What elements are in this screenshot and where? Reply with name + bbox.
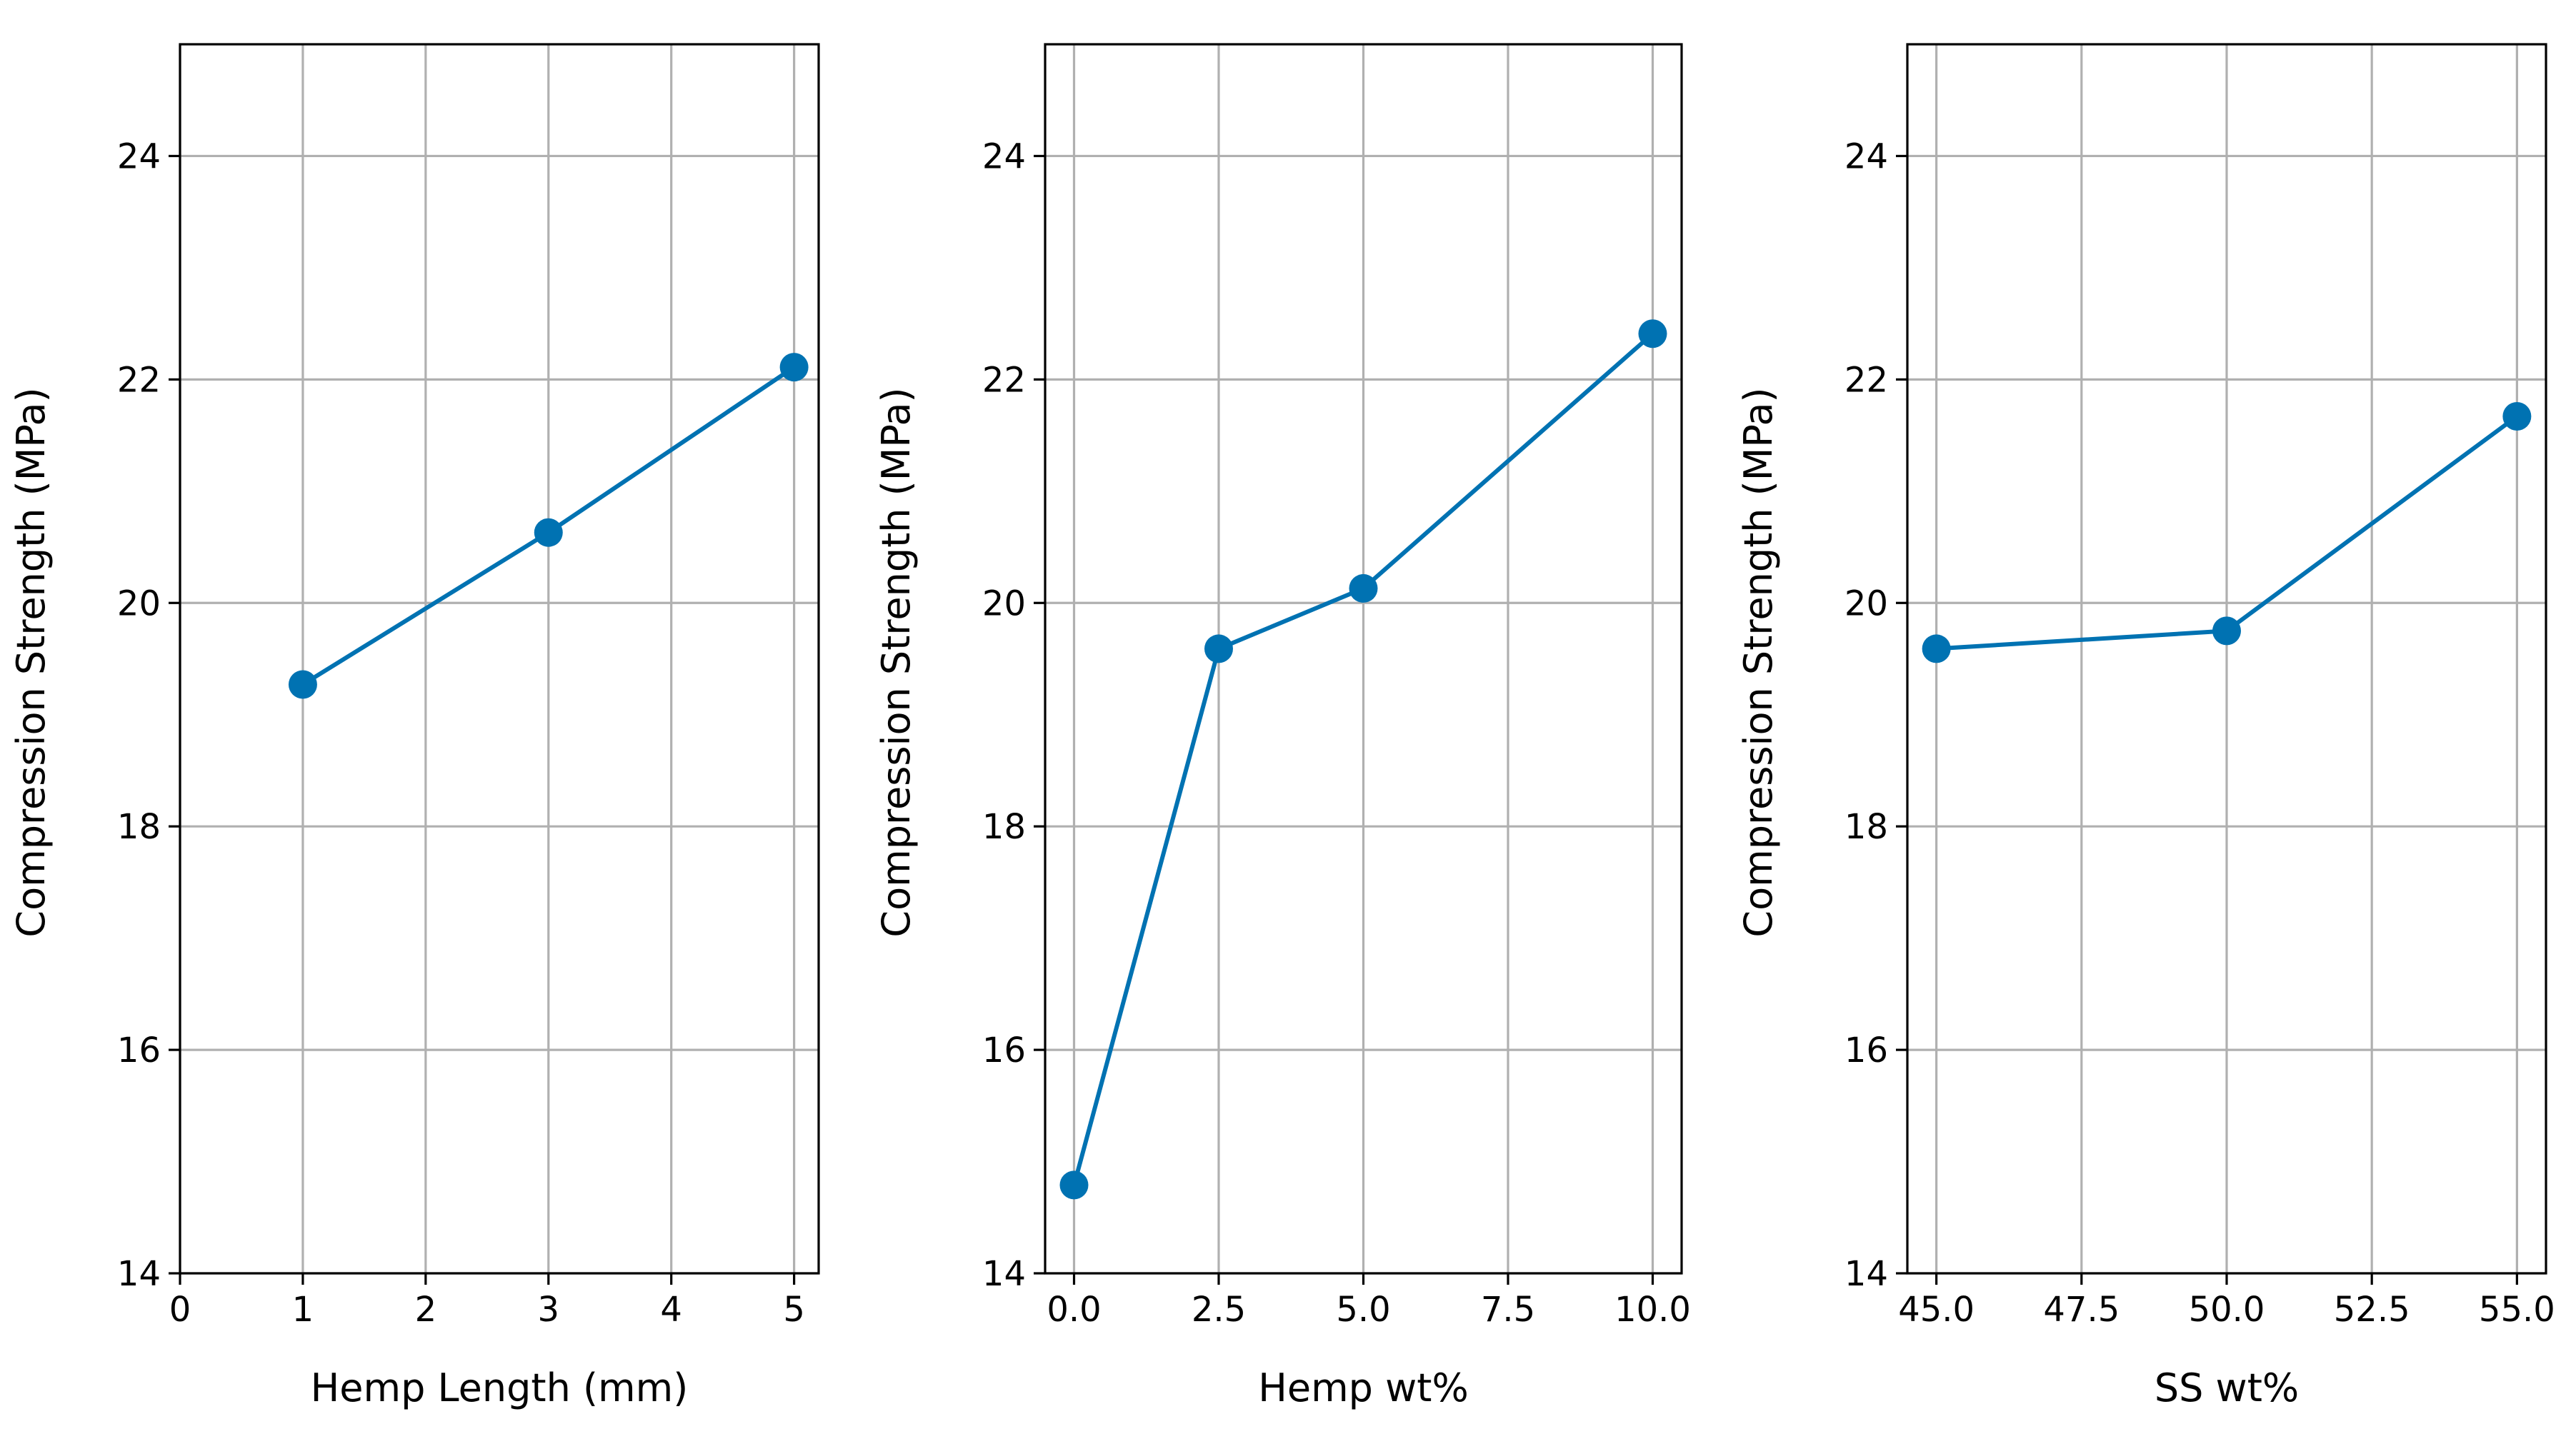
x-tick-label: 0 xyxy=(169,1290,191,1330)
x-tick-label: 7.5 xyxy=(1481,1290,1535,1330)
data-point xyxy=(1204,634,1233,663)
x-tick-label: 5.0 xyxy=(1336,1290,1390,1330)
y-tick-label: 18 xyxy=(982,807,1026,847)
x-tick-label: 52.5 xyxy=(2334,1290,2410,1330)
x-tick-label: 1 xyxy=(292,1290,314,1330)
y-tick-label: 22 xyxy=(982,360,1026,400)
y-tick-label: 24 xyxy=(1844,136,1888,176)
data-point xyxy=(1638,319,1667,349)
x-axis-label: SS wt% xyxy=(2155,1365,2299,1410)
y-tick-label: 22 xyxy=(117,360,161,400)
chart-panel-1: 0 1 2 3 4 5 14 16 18 20 22 24 Hemp Length (mm) Compre… xyxy=(9,43,820,1410)
data-point xyxy=(2502,401,2532,431)
y-tick-label: 14 xyxy=(1844,1254,1888,1294)
axes-frame xyxy=(179,43,820,1275)
y-tick-label: 14 xyxy=(982,1254,1026,1294)
data-point xyxy=(288,670,317,699)
y-axis-label: Compression Strength (MPa) xyxy=(1736,387,1781,937)
y-tick-label: 18 xyxy=(1844,807,1888,847)
x-axis-label: Hemp Length (mm) xyxy=(311,1365,689,1410)
y-tick-label: 24 xyxy=(982,136,1026,176)
y-tick-label: 16 xyxy=(982,1031,1026,1071)
data-point xyxy=(1059,1170,1089,1200)
data-point xyxy=(2212,616,2241,646)
y-axis-label: Compression Strength (MPa) xyxy=(9,387,54,937)
x-tick-label: 45.0 xyxy=(1898,1290,1975,1330)
x-tick-label: 55.0 xyxy=(2479,1290,2555,1330)
data-point xyxy=(534,518,563,547)
chart-panel-3: 45.0 47.5 50.0 52.5 55.0 14 16 18 20 22 24 SS wt% Co… xyxy=(1736,43,2555,1410)
x-tick-label: 3 xyxy=(537,1290,559,1330)
x-tick-label: 2.5 xyxy=(1192,1290,1246,1330)
axes-frame xyxy=(1044,43,1683,1275)
y-tick-label: 22 xyxy=(1844,360,1888,400)
x-tick-label: 2 xyxy=(415,1290,437,1330)
x-axis-label: Hemp wt% xyxy=(1258,1365,1469,1410)
data-point xyxy=(1349,573,1378,603)
x-tick-label: 50.0 xyxy=(2189,1290,2265,1330)
y-tick-label: 18 xyxy=(117,807,161,847)
y-tick-label: 20 xyxy=(117,583,161,623)
x-tick-label: 5 xyxy=(783,1290,805,1330)
axes-frame xyxy=(1906,43,2547,1275)
x-tick-label: 0.0 xyxy=(1047,1290,1101,1330)
x-tick-label: 10.0 xyxy=(1614,1290,1691,1330)
y-tick-label: 14 xyxy=(117,1254,161,1294)
x-tick-label: 4 xyxy=(660,1290,682,1330)
y-tick-label: 24 xyxy=(117,136,161,176)
y-tick-label: 16 xyxy=(117,1031,161,1071)
chart-panel-2: 0.0 2.5 5.0 7.5 10.0 14 16 18 20 22 24 Hemp wt% Comp… xyxy=(874,43,1691,1410)
y-tick-label: 16 xyxy=(1844,1031,1888,1071)
x-tick-label: 47.5 xyxy=(2043,1290,2120,1330)
y-axis-label: Compression Strength (MPa) xyxy=(874,387,919,937)
series-line xyxy=(1072,331,1655,1188)
y-tick-label: 20 xyxy=(1844,583,1888,623)
data-point xyxy=(779,353,809,382)
y-tick-label: 20 xyxy=(982,583,1026,623)
data-point xyxy=(1922,634,1951,663)
